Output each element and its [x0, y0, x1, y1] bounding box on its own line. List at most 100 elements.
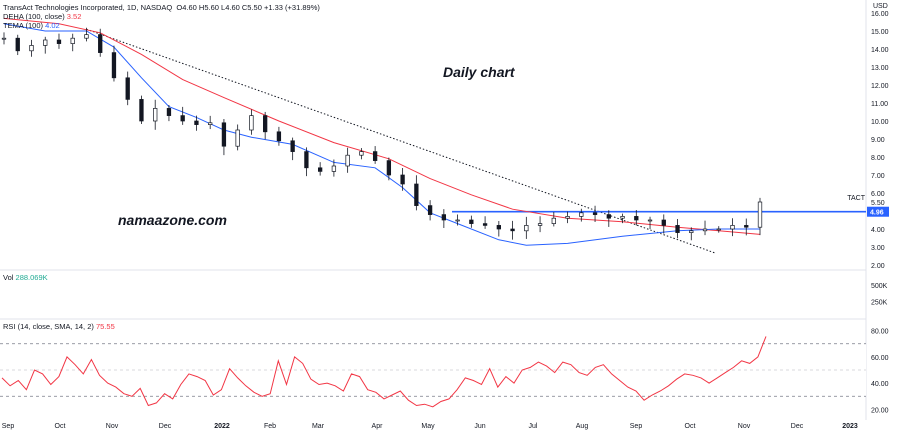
candle-body	[1, 37, 7, 40]
price-tick-label: 4.00	[871, 227, 885, 234]
candle-body	[537, 223, 543, 226]
deha-label: DEHA (100, close)	[3, 12, 65, 21]
time-axis-label: Sep	[2, 423, 15, 430]
time-axis-label: Nov	[106, 423, 119, 430]
deha-value: 3.52	[66, 12, 82, 21]
annotation-daily-chart: Daily chart	[443, 64, 515, 80]
candle-body	[579, 212, 584, 217]
time-axis-label: Jul	[529, 423, 538, 430]
rsi-line	[1, 336, 767, 408]
candle-body	[634, 216, 639, 221]
rsi-value: 75.55	[95, 322, 115, 331]
volume-tick-label: 500K	[871, 283, 888, 290]
candle-body	[125, 77, 130, 100]
candle-body	[139, 99, 144, 122]
volume-tick-label: 250K	[871, 300, 888, 307]
price-tick-label: 11.00	[871, 101, 888, 108]
rsi-tick-label: 80.00	[871, 329, 889, 336]
candle-body	[400, 174, 405, 185]
time-axis-label: Mar	[312, 423, 325, 430]
legend-rsi[interactable]: RSI (14, close, SMA, 14, 2) 75.55	[3, 322, 115, 331]
candle-body	[702, 228, 708, 232]
time-axis-label: Feb	[264, 423, 276, 430]
chart-title: TransAct Technologies Incorporated, 1D, …	[3, 3, 173, 12]
time-axis-label: Nov	[738, 423, 751, 430]
candle-body	[661, 219, 666, 226]
candle-body	[180, 115, 185, 122]
candle-body	[716, 228, 721, 231]
tema-value: 4.02	[45, 21, 60, 30]
candle-body	[757, 201, 763, 228]
candle-body	[111, 52, 117, 79]
candle-body	[359, 151, 364, 156]
candle-body	[744, 225, 749, 228]
candle-body	[84, 34, 89, 39]
volume-value: 288.069K	[15, 273, 48, 282]
time-axis-label: Dec	[791, 423, 804, 430]
candle-body	[29, 45, 34, 52]
legend-deha[interactable]: DEHA (100, close) 3.52	[3, 12, 81, 21]
candle-body	[43, 39, 48, 46]
candle-body	[56, 39, 62, 44]
price-tick-label: 16.00	[871, 11, 889, 18]
price-tick-label: 13.00	[871, 65, 889, 72]
price-tick-label: 7.00	[871, 173, 885, 180]
price-tick-label: 15.00	[871, 29, 889, 36]
rsi-tick-label: 20.00	[871, 407, 889, 414]
price-tick-label: 10.00	[871, 119, 889, 126]
rsi-label: RSI (14, close, SMA, 14, 2)	[3, 322, 94, 331]
candle-body	[304, 151, 309, 169]
price-tick-label: 3.00	[871, 245, 885, 252]
time-axis-label: Oct	[685, 423, 696, 430]
candle-body	[689, 230, 694, 233]
candle-body	[208, 122, 213, 125]
candle-body	[290, 140, 295, 152]
candle-body	[331, 165, 337, 172]
level-price-tag-bg	[867, 206, 889, 217]
price-tick-label: 2.00	[871, 263, 885, 270]
candle-body	[441, 214, 447, 221]
candle-body	[153, 108, 158, 122]
candle-body	[427, 205, 433, 215]
time-axis-label: 2022	[214, 423, 230, 430]
time-axis-label: May	[421, 423, 435, 430]
time-axis-label: Apr	[372, 423, 384, 430]
time-axis-label: Sep	[630, 423, 643, 430]
candle-body	[15, 37, 20, 52]
candle-body	[263, 115, 268, 133]
candle-body	[345, 154, 350, 167]
rsi-tick-label: 60.00	[871, 355, 889, 362]
candle-body	[647, 219, 653, 222]
ohlc-readout: O4.60 H5.60 L4.60 C5.50 +1.33 (+31.89%)	[176, 3, 320, 12]
price-tick-label: 14.00	[871, 47, 889, 54]
candle-body	[386, 160, 392, 176]
price-tick-label: 9.00	[871, 137, 885, 144]
candle-body	[249, 115, 254, 131]
price-tick-label: 8.00	[871, 155, 885, 162]
last-price-label: 5.50	[871, 200, 885, 207]
symbol-tag: TACT	[847, 195, 865, 202]
legend-volume[interactable]: Vol 288.069K	[3, 273, 48, 282]
candle-body	[469, 219, 474, 224]
candle-body	[455, 219, 460, 222]
price-tick-label: 12.00	[871, 83, 889, 90]
candle-body	[606, 214, 611, 219]
legend-tema[interactable]: TEMA (100) 4.02	[3, 21, 60, 30]
candle-body	[414, 183, 419, 206]
watermark-text: namaazone.com	[118, 212, 227, 228]
time-axis-label: Oct	[55, 423, 66, 430]
candle-body	[565, 216, 570, 219]
time-axis-label: Aug	[576, 423, 589, 430]
rsi-tick-label: 40.00	[871, 381, 889, 388]
trendline-dotted	[86, 28, 717, 254]
candle-body	[551, 217, 556, 224]
price-axis-unit: USD	[873, 3, 888, 10]
candle-body	[372, 151, 378, 161]
tema-line	[3, 23, 760, 246]
candle-body	[221, 122, 227, 147]
candle-body	[510, 228, 515, 232]
price-tick-label: 6.00	[871, 191, 885, 198]
candle-body	[98, 34, 103, 53]
